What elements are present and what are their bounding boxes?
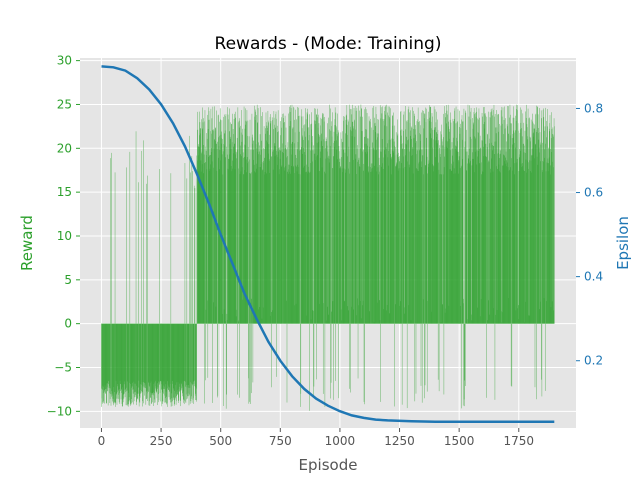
x-axis-label: Episode xyxy=(299,456,358,474)
y-left-tick-label: 0 xyxy=(64,317,72,331)
y-left-tick-label: 20 xyxy=(57,141,72,155)
y-left-tick-label: 25 xyxy=(57,97,72,111)
chart-title: Rewards - (Mode: Training) xyxy=(215,34,442,54)
y-right-tick-label: 0.8 xyxy=(584,101,603,115)
x-tick-label: 1250 xyxy=(384,434,415,448)
reward-series xyxy=(101,104,555,411)
y-axis-label-left: Reward xyxy=(18,215,36,271)
y-ticks-right: 0.2 0.4 0.6 0.8 xyxy=(576,101,603,368)
x-ticks: 0 250 500 750 1000 1250 1500 1750 xyxy=(98,428,534,448)
y-left-tick-label: 10 xyxy=(57,229,72,243)
y-axis-label-right: Epsilon xyxy=(614,216,632,270)
y-right-tick-label: 0.6 xyxy=(584,186,603,200)
y-left-tick-label: 30 xyxy=(57,54,72,68)
y-left-tick-label: −5 xyxy=(54,361,72,375)
epsilon-series-line xyxy=(101,65,555,423)
x-tick-label: 1750 xyxy=(503,434,534,448)
y-left-tick-label: 15 xyxy=(57,185,72,199)
x-tick-label: 1500 xyxy=(444,434,475,448)
x-tick-label: 250 xyxy=(150,434,173,448)
y-left-tick-label: 5 xyxy=(64,273,72,287)
x-tick-label: 500 xyxy=(209,434,232,448)
x-tick-label: 750 xyxy=(269,434,292,448)
y-left-tick-label: −10 xyxy=(47,404,72,418)
y-right-tick-label: 0.2 xyxy=(584,354,603,368)
y-ticks-left: −10 −5 0 5 10 15 20 25 30 xyxy=(47,54,80,418)
y-right-tick-label: 0.4 xyxy=(584,270,603,284)
x-tick-label: 1000 xyxy=(325,434,356,448)
x-tick-label: 0 xyxy=(98,434,106,448)
